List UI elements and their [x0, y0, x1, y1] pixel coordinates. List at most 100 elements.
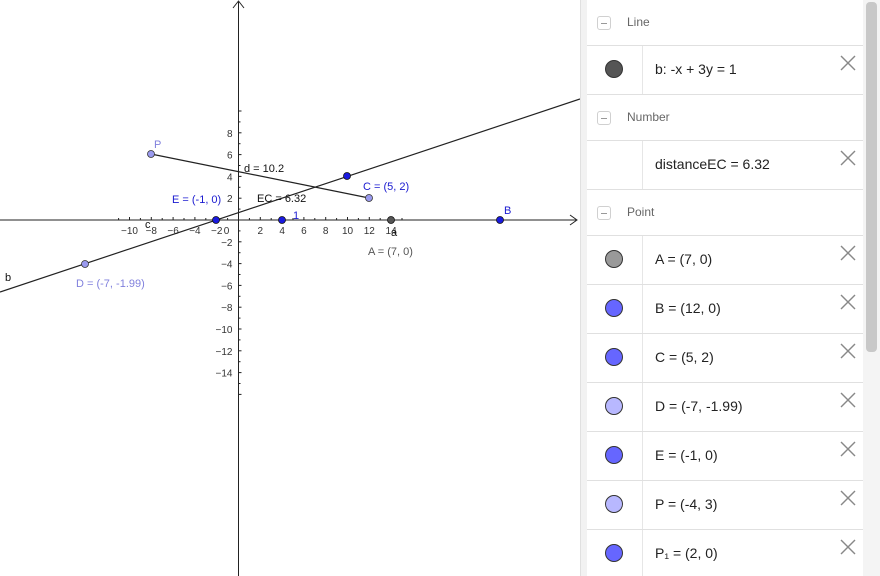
view-divider[interactable] [580, 0, 587, 576]
y-tick-label: −2 [221, 238, 233, 249]
point-p[interactable] [147, 150, 155, 158]
line-b[interactable] [0, 98, 580, 293]
algebra-view[interactable]: Line b: -x + 3y = 1 Number distanceEC = 6.3… [587, 0, 863, 576]
algebra-expression[interactable]: E = (-1, 0) [655, 447, 718, 463]
algebra-expression[interactable]: C = (5, 2) [655, 349, 714, 365]
group-header-line[interactable]: Line [587, 0, 863, 46]
x-tick-label: −8 [146, 226, 158, 237]
delete-icon[interactable] [839, 293, 857, 311]
graphics-view[interactable]: −10 −8 −6 −4 −2 0 2 4 6 8 10 12 14 8 6 4 2 −2 −4 −6 −8 −10 −1… [0, 0, 580, 576]
algebra-row[interactable]: P = (-4, 3) [587, 481, 863, 530]
label-a-lower: a [391, 227, 398, 239]
x-tick-label: −10 [121, 226, 138, 237]
label-b: B [504, 205, 511, 217]
y-tick-label: 6 [227, 151, 233, 162]
algebra-row[interactable]: b: -x + 3y = 1 [587, 46, 863, 95]
x-tick-label: 12 [364, 226, 376, 237]
algebra-expression[interactable]: A = (7, 0) [655, 251, 713, 267]
marble-column [587, 46, 643, 94]
visibility-toggle-icon[interactable] [605, 397, 623, 415]
x-tick-label: 4 [279, 226, 285, 237]
x-tick-label: 6 [301, 226, 307, 237]
segment-d[interactable] [150, 153, 370, 199]
marble-column [587, 383, 643, 431]
y-tick-marks: 8 6 4 2 −2 −4 −6 −8 −10 −12 −14 [216, 110, 242, 395]
x-tick-marks: −10 −8 −6 −4 −2 0 2 4 6 8 10 12 14 [118, 217, 403, 237]
x-tick-label: 8 [323, 226, 329, 237]
x-tick-label: 14 [386, 226, 398, 237]
marble-column [587, 334, 643, 382]
label-a: A = (7, 0) [368, 246, 413, 258]
visibility-toggle-icon[interactable] [605, 495, 623, 513]
y-tick-label: −14 [216, 369, 233, 380]
algebra-row[interactable]: A = (7, 0) [587, 236, 863, 285]
algebra-scrollbar[interactable] [863, 0, 880, 576]
y-tick-label: 4 [227, 172, 233, 183]
algebra-row[interactable]: E = (-1, 0) [587, 432, 863, 481]
label-c-lower: c [145, 219, 151, 231]
delete-icon[interactable] [839, 538, 857, 556]
delete-icon[interactable] [839, 54, 857, 72]
visibility-toggle-icon[interactable] [605, 446, 623, 464]
collapse-toggle-icon[interactable] [597, 206, 611, 220]
group-header-number[interactable]: Number [587, 95, 863, 141]
algebra-expression[interactable]: D = (-7, -1.99) [655, 398, 743, 414]
delete-icon[interactable] [839, 342, 857, 360]
x-tick-label: 0 [224, 226, 230, 237]
x-tick-label: −2 [211, 226, 223, 237]
label-d-point: D = (-7, -1.99) [76, 278, 145, 290]
algebra-expression[interactable]: B = (12, 0) [655, 300, 721, 316]
marble-column [587, 530, 643, 576]
x-tick-label: 10 [342, 226, 354, 237]
delete-icon[interactable] [839, 489, 857, 507]
point-d[interactable] [81, 260, 89, 268]
visibility-toggle-icon[interactable] [605, 60, 623, 78]
algebra-row[interactable]: P₁ = (2, 0) [587, 530, 863, 576]
group-header-point[interactable]: Point [587, 190, 863, 236]
marble-column [587, 236, 643, 284]
visibility-toggle-icon[interactable] [605, 348, 623, 366]
label-ec: EC = 6.32 [257, 193, 306, 205]
point-a[interactable] [387, 216, 395, 224]
x-tick-label: 2 [258, 226, 264, 237]
visibility-toggle-icon[interactable] [605, 544, 623, 562]
label-p: P [154, 139, 161, 151]
algebra-row[interactable]: C = (5, 2) [587, 334, 863, 383]
point-c[interactable] [365, 194, 373, 202]
point-e[interactable] [212, 216, 220, 224]
marble-column [587, 141, 643, 189]
point-b[interactable] [496, 216, 504, 224]
y-tick-label: 8 [227, 129, 233, 140]
algebra-expression[interactable]: P₁ = (2, 0) [655, 545, 718, 561]
collapse-toggle-icon[interactable] [597, 16, 611, 30]
algebra-row[interactable]: B = (12, 0) [587, 285, 863, 334]
algebra-expression[interactable]: distanceEC = 6.32 [655, 156, 770, 172]
algebra-expression[interactable]: b: -x + 3y = 1 [655, 61, 737, 77]
delete-icon[interactable] [839, 149, 857, 167]
delete-icon[interactable] [839, 244, 857, 262]
group-label: Line [627, 15, 650, 29]
y-tick-label: −10 [216, 325, 233, 336]
collapse-toggle-icon[interactable] [597, 111, 611, 125]
point-p1[interactable] [278, 216, 286, 224]
group-label: Number [627, 110, 670, 124]
marble-column [587, 481, 643, 529]
marble-column [587, 285, 643, 333]
group-label: Point [627, 205, 655, 219]
x-axis-arrow [569, 214, 578, 226]
algebra-row[interactable]: distanceEC = 6.32 [587, 141, 863, 190]
y-tick-label: 2 [227, 194, 233, 205]
graphics-canvas[interactable]: −10 −8 −6 −4 −2 0 2 4 6 8 10 12 14 8642−2−4−6−8−10−1… [0, 0, 580, 576]
x-tick-label: −4 [189, 226, 201, 237]
visibility-toggle-icon[interactable] [605, 250, 623, 268]
label-p1: 1 [293, 210, 299, 222]
point-f[interactable] [343, 172, 351, 180]
marble-column [587, 432, 643, 480]
visibility-toggle-icon[interactable] [605, 299, 623, 317]
scrollbar-thumb[interactable] [866, 2, 877, 352]
delete-icon[interactable] [839, 391, 857, 409]
algebra-row[interactable]: D = (-7, -1.99) [587, 383, 863, 432]
delete-icon[interactable] [839, 440, 857, 458]
y-tick-label: −8 [221, 303, 233, 314]
algebra-expression[interactable]: P = (-4, 3) [655, 496, 718, 512]
